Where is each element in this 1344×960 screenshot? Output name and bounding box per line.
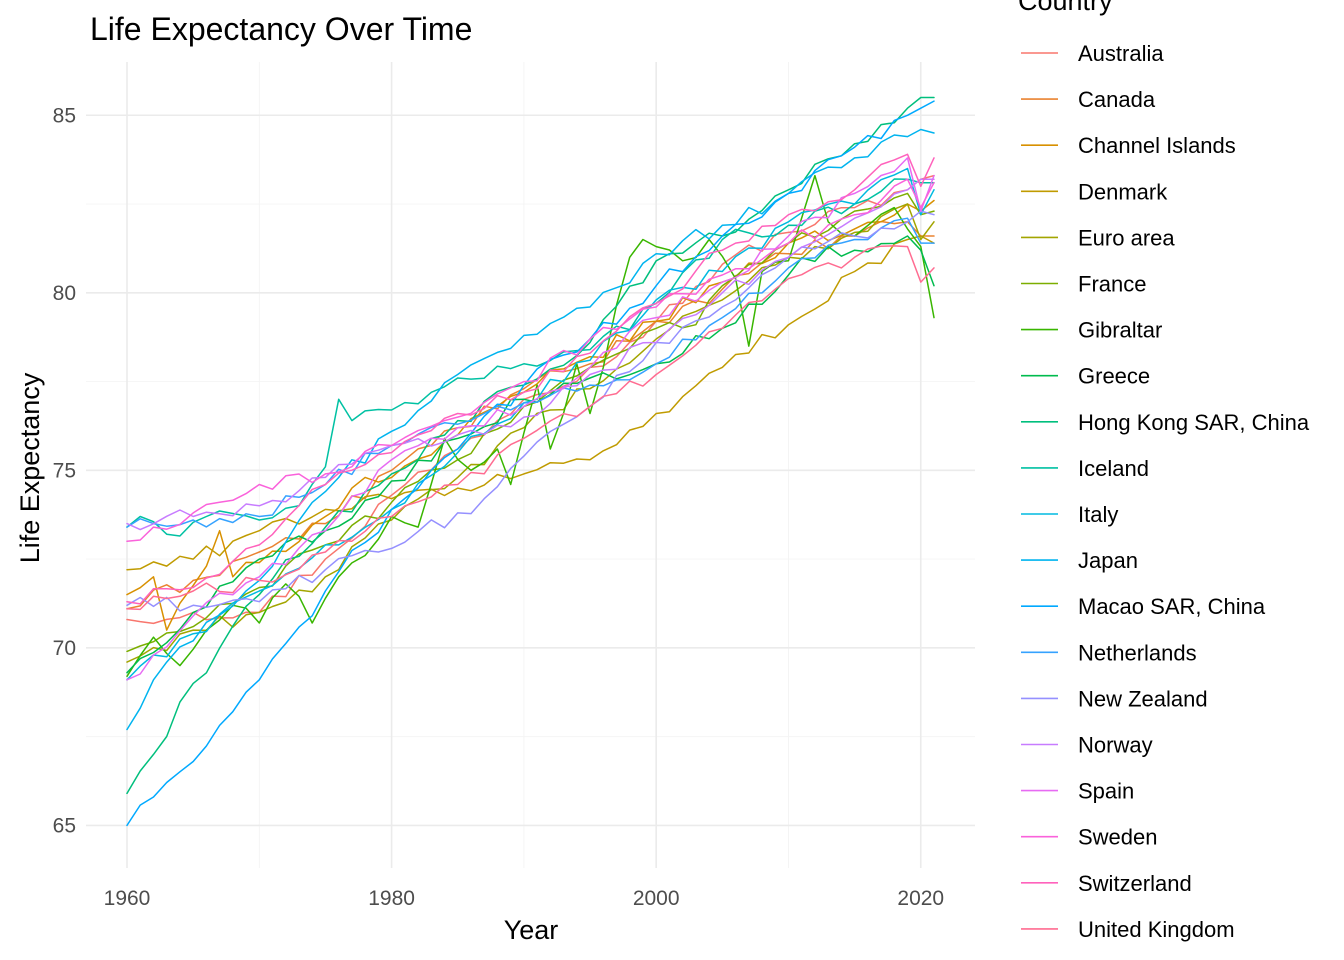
- x-axis-title: Year: [504, 915, 559, 945]
- series-line-channel-islands: [126, 199, 935, 631]
- legend-label-iceland: Iceland: [1078, 456, 1149, 481]
- series-line-italy: [126, 167, 935, 681]
- series-line-switzerland: [126, 153, 935, 605]
- series-line-hong-kong-sar-china: [126, 96, 935, 795]
- x-tick-label: 1980: [368, 887, 415, 910]
- minor-gridlines: [86, 62, 975, 868]
- series-line-france: [126, 192, 935, 653]
- series-line-united-kingdom: [126, 245, 935, 611]
- legend-label-gibraltar: Gibraltar: [1078, 318, 1162, 343]
- legend-label-greece: Greece: [1078, 364, 1150, 389]
- legend-title: Country: [1018, 0, 1113, 16]
- x-axis-ticks: 1960 1980 2000 2020: [104, 887, 944, 910]
- y-tick-label: 65: [53, 814, 76, 837]
- series-line-greece: [126, 235, 935, 674]
- legend-label-switzerland: Switzerland: [1078, 871, 1192, 896]
- series-line-denmark: [126, 235, 935, 571]
- legend-label-france: France: [1078, 272, 1146, 297]
- x-tick-label: 2000: [633, 887, 680, 910]
- y-axis-title: Life Expectancy: [15, 372, 45, 563]
- legend-label-spain: Spain: [1078, 779, 1134, 804]
- series-line-iceland: [126, 178, 935, 537]
- y-tick-label: 80: [53, 282, 76, 305]
- legend-label-japan: Japan: [1078, 548, 1138, 573]
- legend: Australia Canada Channel Islands Denmark Eur…: [1021, 41, 1310, 942]
- legend-label-norway: Norway: [1078, 733, 1153, 758]
- series-line-gibraltar: [126, 174, 935, 678]
- series-line-japan: [126, 128, 935, 731]
- series-line-sweden: [126, 178, 935, 543]
- legend-label-netherlands: Netherlands: [1078, 640, 1197, 665]
- legend-label-macao-sar-china: Macao SAR, China: [1078, 594, 1266, 619]
- series-line-spain: [126, 157, 935, 681]
- series-line-netherlands: [126, 217, 935, 528]
- y-axis-ticks: 65 70 75 80 85: [53, 104, 76, 837]
- series-line-macao-sar-china: [126, 100, 935, 827]
- legend-label-sweden: Sweden: [1078, 825, 1158, 850]
- series-line-norway: [126, 178, 935, 531]
- legend-label-channel-islands: Channel Islands: [1078, 133, 1236, 158]
- series-line-euro-area: [126, 203, 935, 663]
- series-lines: [126, 96, 935, 827]
- legend-label-euro-area: Euro area: [1078, 225, 1175, 250]
- y-tick-label: 70: [53, 637, 76, 660]
- legend-label-italy: Italy: [1078, 502, 1118, 527]
- legend-label-united-kingdom: United Kingdom: [1078, 917, 1235, 942]
- series-line-canada: [126, 220, 935, 610]
- y-tick-label: 85: [53, 104, 76, 127]
- legend-label-canada: Canada: [1078, 87, 1156, 112]
- legend-label-denmark: Denmark: [1078, 179, 1168, 204]
- legend-label-australia: Australia: [1078, 41, 1164, 66]
- chart-title: Life Expectancy Over Time: [90, 11, 472, 47]
- x-tick-label: 2020: [897, 887, 944, 910]
- legend-label-new-zealand: New Zealand: [1078, 686, 1208, 711]
- legend-label-hong-kong-sar-china: Hong Kong SAR, China: [1078, 410, 1310, 435]
- x-tick-label: 1960: [104, 887, 151, 910]
- y-tick-label: 75: [53, 459, 76, 482]
- major-gridlines: [86, 62, 975, 868]
